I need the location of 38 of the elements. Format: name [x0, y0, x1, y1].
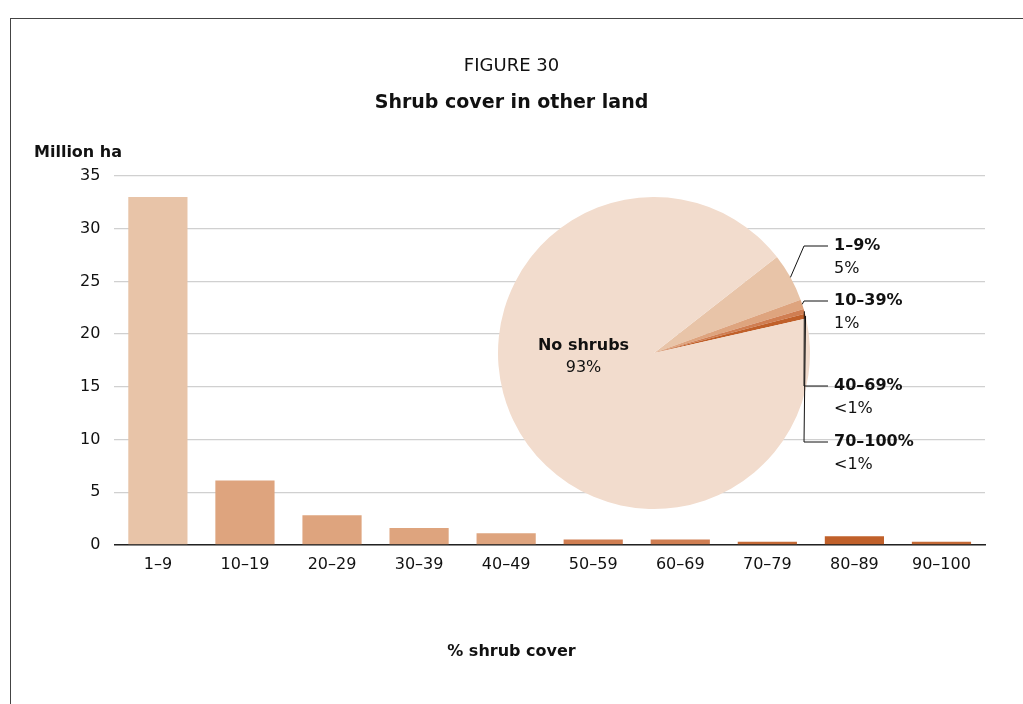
y-tick-label: 30: [80, 217, 101, 237]
y-tick-label: 25: [80, 270, 101, 290]
data-label: <1%: [834, 454, 873, 474]
x-tick-label: 10–19: [220, 553, 270, 573]
bar: [389, 527, 449, 545]
y-tick-label: 10: [80, 428, 101, 448]
data-label: <1%: [834, 398, 873, 418]
slice-label: No shrubs: [537, 334, 630, 354]
x-tick-label: 30–39: [394, 553, 444, 573]
x-tick-label: 40–49: [481, 553, 531, 573]
x-tick-label: 90–100: [912, 553, 971, 573]
y-tick-label: 20: [80, 323, 101, 343]
x-tick-label: 50–59: [568, 553, 618, 573]
bar: [824, 536, 885, 545]
data-label: 1%: [834, 313, 860, 333]
slice-label: 10–39%: [834, 290, 903, 310]
chart-subtitle: Shrub cover in other land: [373, 90, 650, 112]
chart-title: FIGURE 30: [462, 54, 561, 75]
bar: [215, 480, 275, 545]
x-tick-label: 20–29: [307, 553, 357, 573]
slice-label: 1–9%: [834, 235, 881, 255]
bar: [476, 533, 536, 545]
data-label: 93%: [565, 356, 602, 376]
bar: [128, 197, 188, 545]
bar: [302, 515, 362, 545]
y-tick-label: 35: [80, 165, 101, 185]
y-tick-label: 0: [90, 533, 101, 553]
x-axis-title: % shrub cover: [446, 641, 577, 660]
x-tick-label: 70–79: [742, 553, 792, 573]
data-label: 5%: [834, 258, 860, 278]
x-tick-label: 60–69: [655, 553, 705, 573]
slice-label: 40–69%: [834, 375, 903, 395]
x-tick-label: 1–9: [143, 553, 173, 573]
slice-label: 70–100%: [834, 431, 914, 451]
y-tick-label: 5: [90, 481, 101, 501]
x-tick-label: 80–89: [830, 553, 879, 573]
y-tick-label: 15: [80, 375, 101, 395]
y-axis-title: Million ha: [34, 142, 122, 161]
